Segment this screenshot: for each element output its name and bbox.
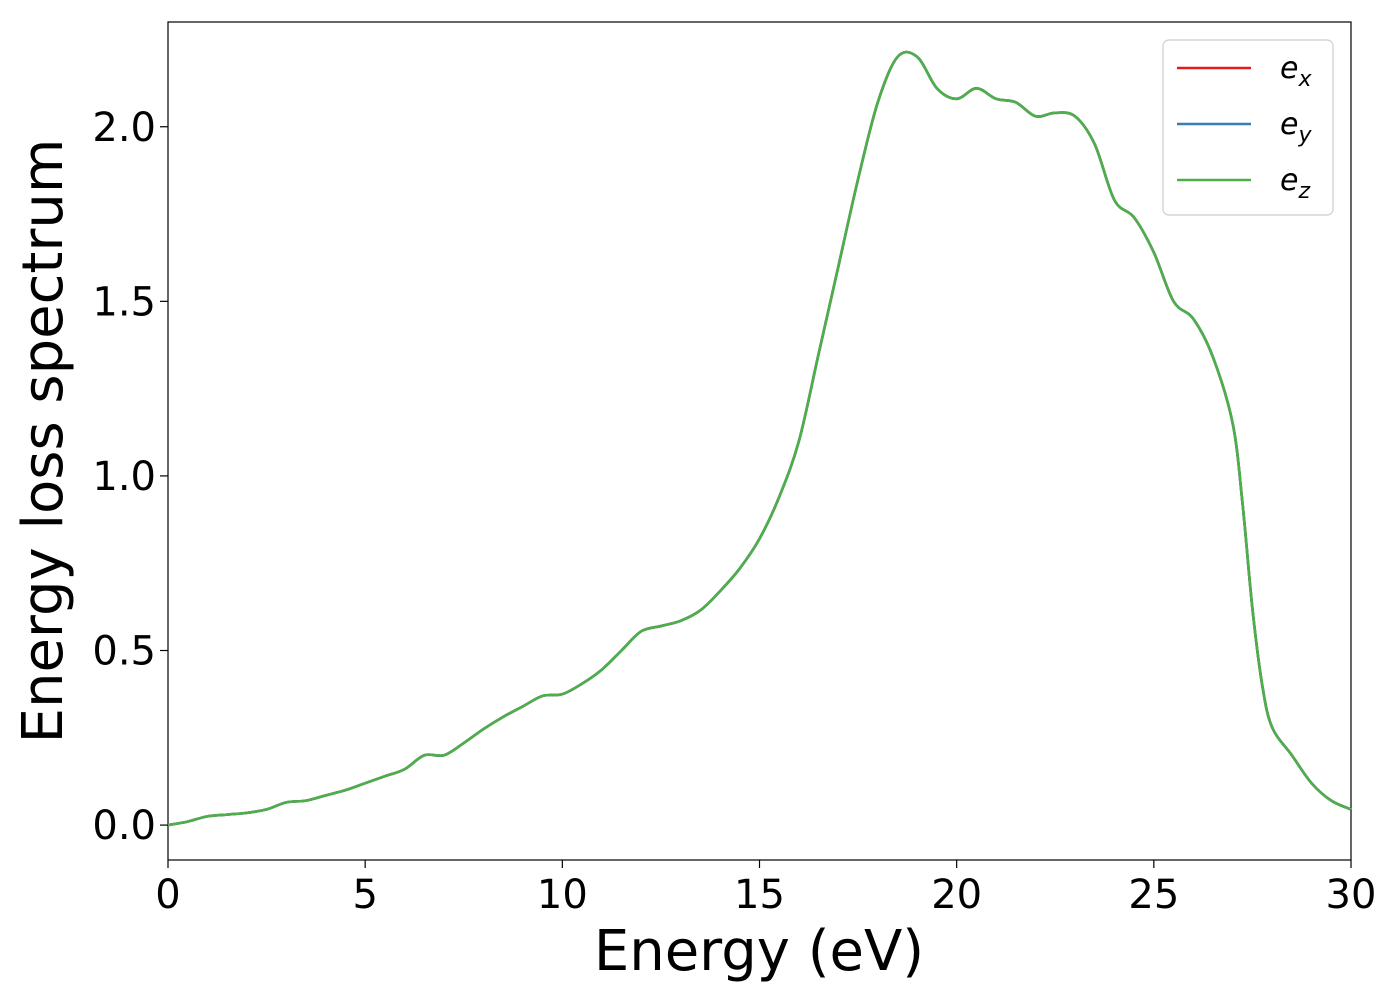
x-tick-label: 20 (931, 872, 982, 918)
y-tick-label: 2.0 (92, 105, 156, 151)
x-tick-label: 15 (734, 872, 785, 918)
x-tick-label: 30 (1326, 872, 1377, 918)
x-axis: 0 5 10 15 20 25 30 (155, 860, 1376, 918)
y-tick-label: 1.0 (92, 454, 156, 500)
y-tick-label: 0.5 (92, 629, 156, 675)
x-tick-label: 10 (537, 872, 588, 918)
y-tick-label: 0.0 (92, 803, 156, 849)
y-axis-label: Energy loss spectrum (11, 139, 76, 744)
x-axis-label: Energy (eV) (594, 919, 924, 984)
x-tick-label: 5 (352, 872, 377, 918)
y-axis: 0.0 0.5 1.0 1.5 2.0 (92, 105, 168, 849)
y-tick-label: 1.5 (92, 279, 156, 325)
legend-label-ey: ey (1280, 107, 1312, 148)
x-tick-label: 25 (1128, 872, 1179, 918)
series-lines (167, 50, 1352, 827)
legend-label-ex: ex (1280, 51, 1312, 92)
series-line-ez (167, 50, 1352, 827)
x-tick-label: 0 (155, 872, 180, 918)
legend-box (1162, 39, 1334, 216)
